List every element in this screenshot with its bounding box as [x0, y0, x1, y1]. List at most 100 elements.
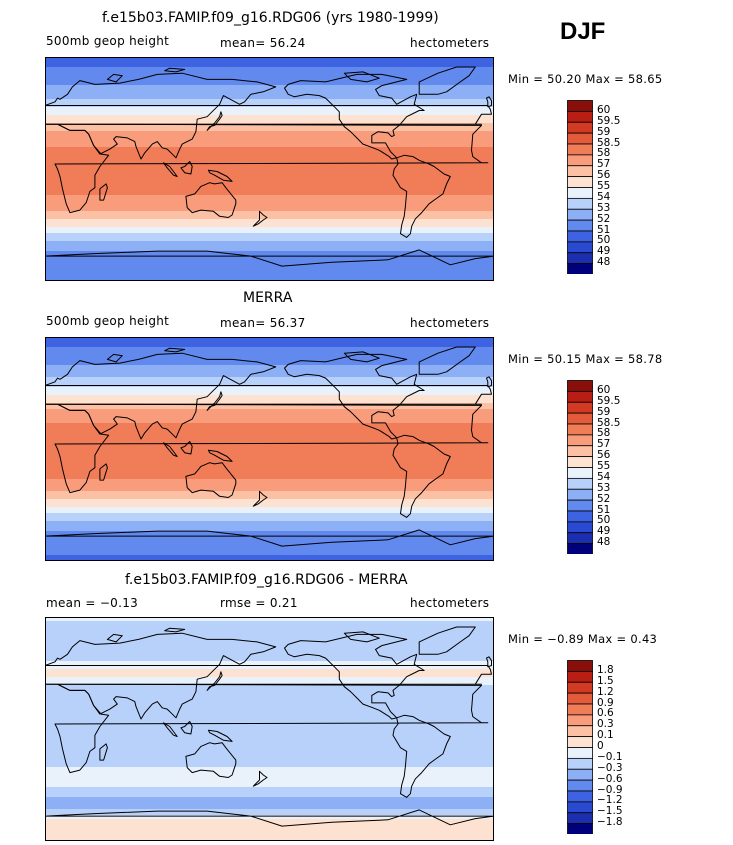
- colorbar-cell: [567, 681, 593, 694]
- contour-band: [45, 807, 494, 810]
- contour-band: [45, 483, 494, 486]
- panel2-map: [45, 337, 494, 561]
- contour-band: [45, 729, 494, 732]
- contour-band: [45, 61, 494, 64]
- contour-band: [45, 799, 494, 802]
- contour-band: [45, 153, 494, 156]
- contour-band: [45, 501, 494, 504]
- contour-band: [45, 647, 494, 650]
- contour-band: [45, 725, 494, 728]
- contour-band: [45, 395, 494, 398]
- contour-band: [45, 713, 494, 716]
- contour-band: [45, 497, 494, 500]
- contour-band: [45, 819, 494, 822]
- contour-band: [45, 651, 494, 654]
- contour-band: [45, 443, 494, 446]
- colorbar-cell: [567, 488, 593, 501]
- contour-band: [45, 163, 494, 166]
- contour-band: [45, 727, 494, 730]
- contour-band: [45, 155, 494, 158]
- contour-band: [45, 413, 494, 416]
- contour-band: [45, 367, 494, 370]
- contour-band: [45, 533, 494, 536]
- colorbar-cell: [567, 100, 593, 112]
- contour-band: [45, 421, 494, 424]
- colorbar-cell: [567, 499, 593, 512]
- contour-band: [45, 837, 494, 840]
- contour-band: [45, 695, 494, 698]
- panel2-left-label: 500mb geop height: [46, 314, 170, 328]
- coastline: [486, 656, 492, 668]
- contour-band: [45, 777, 494, 780]
- contour-band: [45, 459, 494, 462]
- contour-band: [45, 685, 494, 688]
- contour-band: [45, 829, 494, 832]
- contour-band: [45, 131, 494, 134]
- coastline: [45, 683, 489, 774]
- coastline: [164, 627, 186, 633]
- contour-band: [45, 825, 494, 828]
- colorbar-tick-label: 49: [597, 525, 611, 538]
- colorbar-tick-label: 55: [597, 180, 611, 192]
- contour-band: [45, 721, 494, 724]
- contour-band: [45, 787, 494, 790]
- colorbar-tick-label: −0.6: [597, 772, 623, 785]
- coastline: [207, 449, 233, 462]
- contour-band: [45, 359, 494, 362]
- colorbar-cell: [567, 132, 593, 145]
- contour-band: [45, 717, 494, 720]
- panel3-left-label: mean = −0.13: [46, 596, 139, 610]
- colorbar-cell: [567, 725, 593, 738]
- contour-band: [45, 779, 494, 782]
- contour-band: [45, 389, 494, 392]
- panel1-left-label: 500mb geop height: [46, 34, 170, 48]
- colorbar-cell: [567, 692, 593, 705]
- contour-band: [45, 171, 494, 174]
- coastline: [45, 809, 494, 827]
- contour-band: [45, 633, 494, 636]
- coastline: [343, 71, 380, 83]
- contour-band: [45, 457, 494, 460]
- contour-band: [45, 665, 494, 668]
- contour-band: [45, 231, 494, 234]
- colorbar-tick-label: −0.9: [597, 783, 623, 796]
- contour-band: [45, 179, 494, 182]
- contour-band: [45, 141, 494, 144]
- contour-band: [45, 191, 494, 194]
- coastline: [252, 770, 268, 787]
- colorbar-cell: [567, 143, 593, 156]
- contour-band: [45, 219, 494, 222]
- coastline: [106, 633, 123, 643]
- contour-band: [45, 711, 494, 714]
- contour-band: [45, 67, 494, 70]
- contour-band: [45, 241, 494, 244]
- contour-band: [45, 759, 494, 762]
- contour-band: [45, 553, 494, 556]
- contour-band: [45, 121, 494, 124]
- contour-band: [45, 507, 494, 510]
- coastline: [392, 434, 451, 518]
- contour-band: [45, 115, 494, 118]
- contour-band: [45, 237, 494, 240]
- contour-band: [45, 433, 494, 436]
- contour-band: [45, 167, 494, 170]
- contour-band: [45, 275, 494, 278]
- colorbar-cell: [567, 521, 593, 534]
- contour-band: [45, 519, 494, 522]
- contour-band: [45, 677, 494, 680]
- contour-band: [45, 699, 494, 702]
- colorbar-tick-label: −0.3: [597, 761, 623, 774]
- contour-band: [45, 129, 494, 132]
- contour-band: [45, 391, 494, 394]
- contour-band: [45, 649, 494, 652]
- contour-band: [45, 515, 494, 518]
- contour-band: [45, 747, 494, 750]
- contour-band: [45, 105, 494, 108]
- coastline: [164, 67, 186, 73]
- colorbar-tick-label: 60: [597, 103, 611, 116]
- colorbar-tick-label: 51: [597, 223, 611, 236]
- colorbar-tick-label: 54: [597, 190, 611, 203]
- contour-band: [45, 107, 494, 110]
- colorbar-tick-label: 49: [597, 245, 611, 258]
- contour-band: [45, 387, 494, 390]
